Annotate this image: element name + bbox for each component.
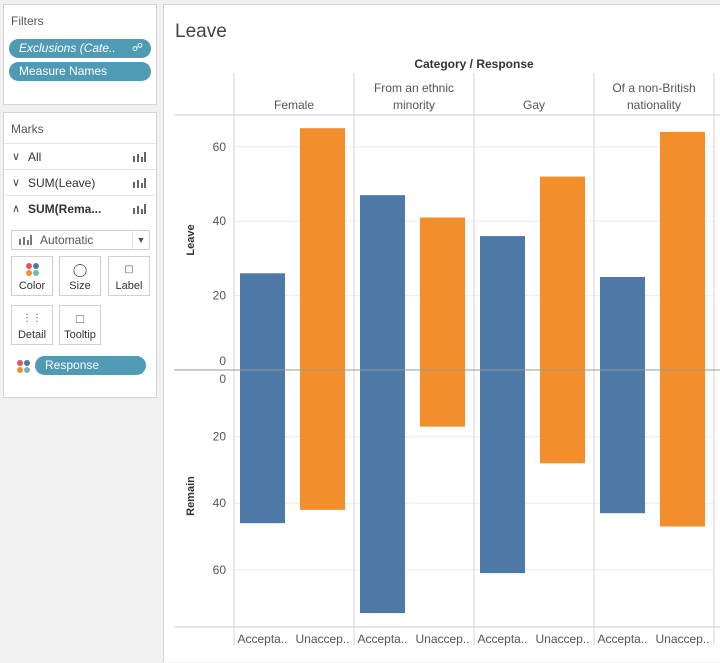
bar-chart-icon: [133, 204, 146, 214]
detail-dots-icon: ⋮⋮: [22, 313, 42, 324]
marks-row-sum-leave[interactable]: ∨ SUM(Leave): [4, 169, 156, 195]
card-label: Color: [18, 280, 46, 292]
bar-remain-acceptable: [480, 370, 525, 574]
color-card[interactable]: Color: [11, 256, 53, 296]
caret-down-icon[interactable]: ▼: [132, 231, 149, 249]
chart-title: Leave: [175, 21, 227, 42]
column-header: Category / Response: [414, 57, 534, 71]
bar-remain-acceptable: [240, 370, 285, 524]
bar-leave-unacceptable: [420, 217, 465, 370]
leave-tick-label: 20: [213, 289, 227, 303]
remain-tick-label: 0: [219, 372, 226, 386]
bar-leave-acceptable: [600, 277, 645, 370]
marks-row-sum-remain[interactable]: ∧ SUM(Rema...: [4, 195, 156, 221]
filter-pill-label: Exclusions (Cate..: [19, 41, 116, 55]
card-label: Size: [69, 280, 91, 292]
detail-card[interactable]: ⋮⋮ Detail: [11, 305, 53, 345]
response-pill-label: Response: [45, 358, 100, 372]
bar-chart: Category / Response Female From an ethnic m…: [174, 57, 720, 646]
text-label-icon: ▢: [124, 264, 134, 275]
leave-tick-label: 40: [213, 214, 227, 228]
bar-chart-icon: [133, 152, 146, 162]
bar-remain-acceptable: [600, 370, 645, 514]
pane-label: Gay: [523, 98, 545, 112]
x-category-label: Unaccep..: [295, 632, 349, 646]
link-icon: ☍: [131, 42, 143, 54]
chart-area: Leave Category / Response Female From an e…: [163, 4, 720, 662]
pane-label: Of a non-British: [612, 81, 695, 95]
x-category-label: Accepta..: [597, 632, 647, 646]
card-label: Tooltip: [64, 329, 96, 341]
marks-row-all[interactable]: ∨ All: [4, 143, 156, 169]
speech-bubble-icon: □: [76, 311, 84, 326]
bar-leave-acceptable: [240, 273, 285, 370]
bar-remain-unacceptable: [420, 370, 465, 427]
x-category-label: Accepta..: [357, 632, 407, 646]
pane-label: From an ethnic: [374, 81, 454, 95]
bar-leave-unacceptable: [540, 176, 585, 370]
bar-leave-acceptable: [480, 236, 525, 370]
chevron-up-icon[interactable]: ∧: [12, 203, 21, 215]
bar-leave-acceptable: [360, 195, 405, 370]
leave-axis-title: Leave: [185, 224, 197, 255]
filter-pill-exclusions[interactable]: Exclusions (Cate.. ☍: [9, 39, 151, 58]
chevron-down-icon[interactable]: ∨: [12, 151, 21, 163]
pane-label: Female: [274, 98, 314, 112]
filter-pill-label: Measure Names: [19, 64, 108, 78]
bar-leave-unacceptable: [300, 128, 345, 370]
x-category-label: Unaccep..: [655, 632, 709, 646]
response-pill[interactable]: Response: [35, 356, 146, 375]
bar-remain-unacceptable: [660, 370, 705, 527]
bar-remain-acceptable: [360, 370, 405, 614]
chevron-down-icon[interactable]: ∨: [12, 177, 21, 189]
marks-row-label: All: [28, 150, 42, 164]
pane-label: minority: [393, 98, 435, 112]
remain-tick-label: 60: [213, 563, 227, 577]
leave-tick-label: 60: [213, 140, 227, 154]
marks-row-label: SUM(Rema...: [28, 202, 102, 216]
x-category-label: Unaccep..: [415, 632, 469, 646]
color-dots-icon: [17, 360, 30, 373]
filter-pill-measure-names[interactable]: Measure Names: [9, 62, 151, 81]
x-category-label: Unaccep..: [535, 632, 589, 646]
remain-tick-label: 40: [213, 496, 227, 510]
mark-type-dropdown[interactable]: Automatic ▼: [11, 230, 150, 250]
marks-title: Marks: [11, 122, 44, 136]
label-card[interactable]: ▢ Label: [108, 256, 150, 296]
bar-remain-unacceptable: [300, 370, 345, 510]
remain-tick-label: 20: [213, 430, 227, 444]
marks-panel: Marks ∨ All ∨ SUM(Leave) ∧ SUM(Rema... A…: [3, 112, 157, 398]
remain-axis-title: Remain: [185, 476, 197, 516]
bar-chart-icon: [133, 178, 146, 188]
marks-row-label: SUM(Leave): [28, 176, 96, 190]
x-category-label: Accepta..: [477, 632, 527, 646]
size-card[interactable]: ◯ Size: [59, 256, 101, 296]
filters-panel: Filters Exclusions (Cate.. ☍ Measure Nam…: [3, 4, 157, 105]
tooltip-card[interactable]: □ Tooltip: [59, 305, 101, 345]
bar-chart-icon: [19, 235, 32, 245]
bar-remain-unacceptable: [540, 370, 585, 464]
leave-tick-label: 0: [219, 354, 226, 368]
bar-leave-unacceptable: [660, 131, 705, 370]
size-icon: ◯: [72, 262, 88, 277]
color-dots-icon: [26, 263, 39, 276]
card-label: Label: [115, 280, 143, 292]
pane-label: nationality: [627, 98, 681, 112]
filters-title: Filters: [11, 14, 44, 28]
mark-type-label: Automatic: [40, 233, 94, 247]
x-category-label: Accepta..: [237, 632, 287, 646]
card-label: Detail: [17, 329, 47, 341]
